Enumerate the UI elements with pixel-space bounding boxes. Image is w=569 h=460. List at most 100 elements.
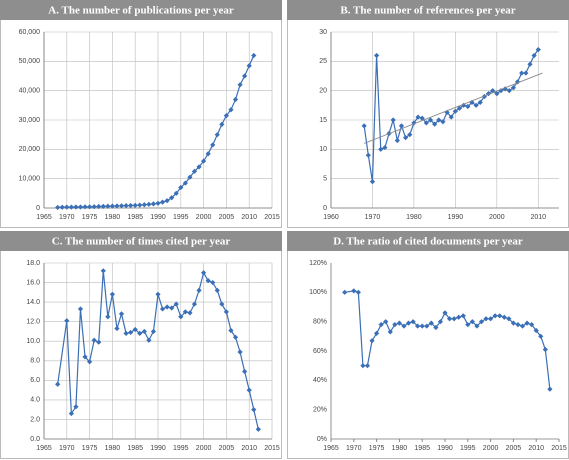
data-point <box>415 114 421 120</box>
data-point <box>369 179 376 185</box>
x-tick-label: 1990 <box>437 445 453 452</box>
data-point <box>419 115 425 121</box>
data-point <box>105 203 111 209</box>
panel-frame <box>287 0 569 228</box>
data-point <box>59 204 65 210</box>
x-tick-label: 2010 <box>241 445 257 452</box>
data-point <box>392 322 398 328</box>
data-point <box>527 61 533 67</box>
data-point <box>228 107 234 113</box>
panel-title: C. The number of times cited per year <box>52 236 231 248</box>
data-point <box>109 203 115 209</box>
data-point <box>410 319 416 325</box>
x-tick-label: 2000 <box>196 214 212 221</box>
panel-frame <box>287 231 569 459</box>
data-point <box>68 204 74 210</box>
data-point <box>519 70 525 76</box>
data-point <box>146 201 152 207</box>
data-point <box>451 316 457 322</box>
y-tick-label: 0 <box>323 205 327 212</box>
data-point <box>169 195 175 201</box>
data-point <box>411 120 417 126</box>
data-point <box>173 190 179 196</box>
data-point <box>146 337 152 343</box>
data-point <box>237 82 243 88</box>
data-point <box>515 322 521 328</box>
data-point <box>182 180 188 186</box>
data-point <box>96 339 102 345</box>
title-banner <box>0 0 282 20</box>
y-tick-label: 120% <box>309 260 327 267</box>
x-tick-label: 1995 <box>460 445 476 452</box>
data-point <box>141 202 147 208</box>
data-point <box>251 52 257 59</box>
y-tick-label: 15 <box>319 117 327 124</box>
y-tick-label: 2.0 <box>30 416 40 423</box>
data-point <box>150 328 157 335</box>
data-point <box>440 119 446 125</box>
data-point <box>390 117 396 123</box>
data-point <box>77 204 84 210</box>
data-point <box>210 279 216 286</box>
y-tick-label: 60% <box>313 348 327 355</box>
data-point <box>87 204 93 210</box>
data-point <box>164 304 170 310</box>
panel: C. The number of times cited per year 0.0… <box>0 231 282 459</box>
data-point <box>246 387 252 393</box>
data-point <box>448 114 454 120</box>
y-tick-label: 0.0 <box>30 436 40 443</box>
x-tick-label: 1970 <box>59 445 75 452</box>
data-point <box>96 203 102 210</box>
data-point <box>137 202 143 208</box>
x-tick-label: 1975 <box>82 214 98 221</box>
data-point <box>477 99 483 105</box>
data-point <box>405 320 412 326</box>
data-point <box>118 203 125 209</box>
data-point <box>214 132 220 138</box>
x-tick-label: 1985 <box>414 445 430 452</box>
data-point <box>214 287 220 293</box>
data-point <box>91 337 97 343</box>
data-point <box>82 354 88 360</box>
data-point <box>128 329 134 336</box>
y-tick-label: 6.0 <box>30 377 40 384</box>
data-point <box>164 198 170 204</box>
x-tick-label: 2000 <box>489 214 505 221</box>
data-point <box>369 338 375 344</box>
data-point <box>460 313 466 319</box>
panel: D. The ratio of cited documents per year… <box>287 231 569 459</box>
y-tick-label: 10,000 <box>19 176 41 183</box>
data-point <box>523 70 529 76</box>
data-point <box>506 88 512 94</box>
data-point <box>531 52 537 59</box>
data-point <box>251 407 257 413</box>
data-point <box>68 410 74 417</box>
data-point <box>469 319 475 325</box>
data-point <box>187 174 193 180</box>
data-point <box>519 323 526 329</box>
x-tick-label: 1980 <box>105 214 121 221</box>
data-point <box>191 168 198 174</box>
data-point <box>424 323 430 329</box>
y-tick-label: 20% <box>313 407 327 414</box>
data-point <box>201 158 207 164</box>
x-tick-label: 1965 <box>36 214 52 221</box>
data-point <box>355 289 361 295</box>
data-point <box>205 278 211 284</box>
x-tick-label: 1965 <box>36 445 52 452</box>
data-point <box>456 314 462 320</box>
data-point <box>488 316 494 322</box>
data-point <box>492 313 498 319</box>
data-point <box>437 319 444 325</box>
data-point <box>538 333 544 339</box>
x-tick-label: 1980 <box>392 445 408 452</box>
x-tick-label: 2005 <box>219 214 235 221</box>
data-point <box>109 291 115 297</box>
y-tick-label: 40,000 <box>19 88 41 95</box>
data-point <box>196 164 202 170</box>
data-point <box>182 309 188 315</box>
data-point <box>465 322 471 328</box>
panel: A. The number of publications per year 0 1… <box>0 0 282 228</box>
y-tick-label: 10 <box>319 146 327 153</box>
